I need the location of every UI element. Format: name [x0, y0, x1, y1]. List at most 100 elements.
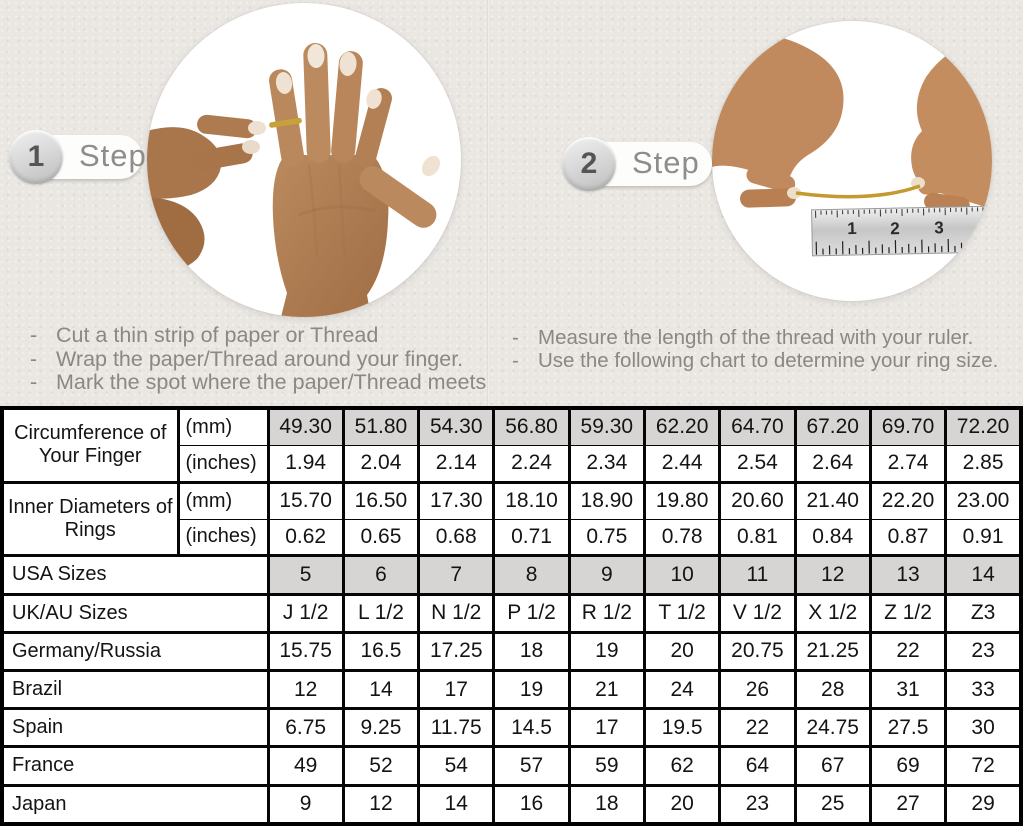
- step1-number-circle: 1: [9, 130, 63, 184]
- bullet-dash: -: [30, 346, 38, 371]
- table-cell: X 1/2: [793, 592, 872, 634]
- table-cell: 64: [718, 745, 797, 787]
- bullet-dash: -: [512, 326, 519, 349]
- bullet-dash: -: [512, 349, 519, 372]
- instruction-text: Use the following chart to determine you…: [538, 349, 999, 372]
- step1-instructions: - Cut a thin strip of paper or Thread - Wra…: [26, 323, 496, 395]
- table-cell: T 1/2: [642, 592, 722, 634]
- unit-label: (inches): [176, 444, 270, 484]
- table-cell: V 1/2: [718, 592, 797, 634]
- ruler-number-1: 1: [847, 219, 857, 238]
- table-cell: 14: [341, 668, 421, 711]
- table-row: USA Sizes 5 6 7 8 9 10 11 12 13 14: [0, 554, 1023, 596]
- table-cell: 0.75: [567, 518, 646, 558]
- unit-label: (mm): [176, 406, 270, 446]
- section-divider: [487, 0, 489, 406]
- table-cell: 31: [868, 668, 948, 711]
- instruction-text: Measure the length of the thread with yo…: [538, 326, 974, 349]
- table-cell: 0.71: [492, 518, 571, 558]
- row-label: USA Sizes: [0, 554, 270, 596]
- table-cell: 17: [417, 668, 496, 711]
- table-cell: 2.34: [567, 444, 646, 484]
- table-cell: 49: [266, 745, 345, 787]
- ruler-cm-ticks: [815, 207, 992, 218]
- table-row: Spain 6.75 9.25 11.75 14.5 17 19.5 22 24.75 27.5 3…: [0, 707, 1023, 749]
- instruction-line: - Wrap the paper/Thread around your finge…: [26, 346, 496, 372]
- row-label: UK/AU Sizes: [0, 592, 270, 634]
- table-cell: 49.30: [266, 406, 345, 446]
- table-cell: 62: [642, 745, 722, 787]
- table-cell: 2.24: [492, 444, 571, 484]
- instruction-text: Mark the spot where the paper/Thread mee…: [56, 370, 487, 394]
- table-cell: 20: [642, 630, 722, 672]
- table-row: France 49 52 54 57 59 62 64 67 69 72: [0, 745, 1023, 787]
- table-cell: 64.70: [718, 406, 797, 446]
- table-cell: 2.74: [868, 444, 948, 484]
- table-cell: 20: [642, 783, 722, 826]
- step2-badge: 2 Step: [562, 137, 712, 191]
- table-cell: 11.75: [417, 707, 496, 749]
- table-cell: 23.00: [944, 480, 1023, 520]
- table-cell: 9.25: [341, 707, 421, 749]
- table-cell: 12: [341, 783, 421, 826]
- table-cell: 15.75: [266, 630, 345, 672]
- table-cell: 6.75: [266, 707, 345, 749]
- table-cell: 59.30: [567, 406, 646, 446]
- table-cell: 11: [718, 554, 797, 596]
- table-row: Germany/Russia 15.75 16.5 17.25 18 19 20 20.75 2…: [0, 630, 1023, 672]
- table-cell: 20.60: [718, 480, 797, 520]
- table-cell: 2.64: [793, 444, 872, 484]
- table-cell: 0.84: [793, 518, 872, 558]
- table-cell: 10: [642, 554, 722, 596]
- table-cell: 0.62: [266, 518, 345, 558]
- table-cell: 22.20: [868, 480, 948, 520]
- table-cell: 16.50: [341, 480, 421, 520]
- step2-number: 2: [580, 147, 598, 180]
- table-cell: 19.80: [642, 480, 722, 520]
- ruler-number-2: 2: [890, 219, 900, 238]
- table-cell: 21.25: [793, 630, 872, 672]
- table-cell: 0.78: [642, 518, 722, 558]
- table-row: Brazil 12 14 17 19 21 24 26 28 31 33: [0, 668, 1023, 711]
- step1-number: 1: [27, 140, 45, 173]
- row-label: Spain: [0, 707, 270, 749]
- table-cell: 24: [642, 668, 722, 711]
- table-cell: 13: [868, 554, 948, 596]
- row-label: Brazil: [0, 668, 270, 711]
- table-cell: 19: [492, 668, 571, 711]
- step2-photo: 1 2 3: [712, 21, 992, 301]
- table-cell: Z3: [944, 592, 1023, 634]
- unit-label: (mm): [176, 480, 270, 520]
- table-cell: Z 1/2: [868, 592, 948, 634]
- table-row: Japan 9 12 14 16 18 20 23 25 27 29: [0, 783, 1023, 826]
- table-cell: 51.80: [341, 406, 421, 446]
- bullet-dash: -: [30, 323, 38, 347]
- table-cell: 19: [567, 630, 646, 672]
- table-cell: 14.5: [492, 707, 571, 749]
- table-row: UK/AU Sizes J 1/2 L 1/2 N 1/2 P 1/2 R 1/2 T 1/…: [0, 592, 1023, 634]
- table-cell: L 1/2: [341, 592, 421, 634]
- table-cell: 18: [567, 783, 646, 826]
- instruction-text: Cut a thin strip of paper or Thread: [56, 323, 379, 347]
- table-cell: 27: [868, 783, 948, 826]
- table-cell: 0.87: [868, 518, 948, 558]
- table-cell: 23: [718, 783, 797, 826]
- table-cell: 18.90: [567, 480, 646, 520]
- table-cell: 7: [417, 554, 496, 596]
- table-cell: 21.40: [793, 480, 872, 520]
- table-cell: 18: [492, 630, 571, 672]
- table-cell: J 1/2: [266, 592, 345, 634]
- ruler-number-3: 3: [934, 218, 944, 237]
- table-cell: 57: [492, 745, 571, 787]
- row-group-label: Circumference of Your Finger: [0, 406, 180, 484]
- table-cell: 27.5: [868, 707, 948, 749]
- table-cell: 0.68: [417, 518, 496, 558]
- table-cell: R 1/2: [567, 592, 646, 634]
- step2-number-circle: 2: [562, 137, 616, 191]
- table-cell: 24.75: [793, 707, 872, 749]
- table-cell: 21: [567, 668, 646, 711]
- table-cell: 0.81: [718, 518, 797, 558]
- table-cell: 12: [266, 668, 345, 711]
- table-cell: 33: [944, 668, 1023, 711]
